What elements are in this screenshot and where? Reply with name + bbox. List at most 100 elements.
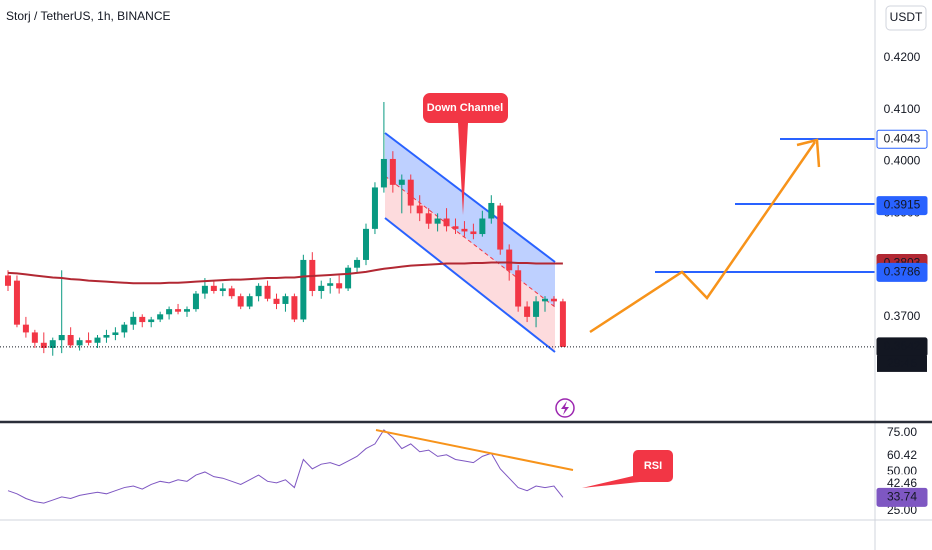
candle-body [22, 324, 29, 333]
candle-body [407, 179, 414, 206]
candle-body [542, 298, 548, 302]
callout-box [423, 93, 508, 215]
candle-body [336, 283, 343, 289]
y-tick-label: 0.4100 [884, 102, 921, 116]
candle-body [425, 213, 432, 224]
candle-body [380, 158, 387, 188]
candle-body [175, 309, 182, 312]
currency-label: USDT [890, 10, 923, 24]
candle-body [497, 205, 504, 250]
candle-body [255, 285, 262, 297]
candle-body [327, 283, 334, 286]
candle-body [452, 226, 459, 229]
candle-body [443, 218, 450, 227]
candle-body [524, 306, 531, 317]
candle-body [264, 285, 271, 299]
candle-body [246, 296, 253, 307]
candle-body [76, 340, 83, 346]
candle-body [103, 335, 110, 338]
candle-body [192, 293, 199, 310]
chart-title: Storj / TetherUS, 1h, BINANCE [6, 9, 171, 23]
arrow-head [796, 138, 821, 168]
price-tag: 0.3786 [884, 265, 921, 279]
candle-body [85, 340, 92, 343]
y-tick-label: 0.4000 [884, 154, 921, 168]
currency-button[interactable] [885, 5, 927, 31]
indicator-tag: 60.42 [887, 448, 917, 462]
candle-body [371, 187, 378, 229]
candle-body [398, 179, 405, 185]
candle-body [282, 296, 289, 304]
candle-body [416, 205, 423, 214]
candle-body [40, 342, 47, 348]
candle-body [94, 337, 101, 343]
candle-body [273, 298, 280, 304]
y-tick-label: 0.3700 [884, 309, 921, 323]
candle-body [130, 316, 137, 325]
candle-body [148, 319, 155, 323]
candle-body [550, 298, 557, 302]
candle-body [506, 249, 513, 271]
price-tag: 0.3642 [884, 339, 921, 353]
price-tag-box [876, 262, 928, 282]
candle-body [363, 228, 369, 260]
candle-body [139, 316, 146, 323]
projection-arrow [589, 141, 817, 334]
channel-upper-line [384, 132, 556, 263]
candle-body [219, 288, 226, 291]
y-tick-label: 0.4200 [884, 50, 921, 64]
annotation: RSI [644, 460, 662, 472]
marks-layer [0, 102, 875, 504]
candle-body [345, 267, 352, 289]
candle-body [31, 332, 38, 343]
candle-body [434, 218, 441, 224]
candle-body [5, 275, 11, 286]
countdown-box [877, 355, 927, 372]
candle-body [354, 259, 361, 268]
candle-body [389, 158, 396, 185]
candle-body [479, 218, 486, 235]
candle-body [67, 335, 74, 346]
price-tag-box [876, 129, 928, 149]
candle-body [291, 296, 298, 320]
price-tag-box [876, 196, 928, 216]
candle-body [13, 280, 20, 325]
candle-body [461, 228, 468, 232]
candle-body [228, 288, 235, 297]
rsi-divergence-line [375, 429, 574, 471]
candle-body [300, 259, 307, 320]
candle-body [184, 309, 190, 312]
candle-body [157, 314, 164, 320]
indicator-tag-box [876, 487, 928, 507]
price-tag: 0.4043 [884, 131, 921, 145]
indicator-tag: 33.74 [887, 489, 917, 503]
y-tick-label: 75.00 [887, 425, 917, 439]
price-tag: 0.3915 [884, 198, 921, 212]
candle-body [112, 332, 119, 336]
candle-body [488, 202, 495, 219]
indicator-tag: 42.46 [887, 476, 917, 490]
rsi-line [7, 429, 564, 504]
channel-lower-line [384, 217, 556, 353]
candle-body [515, 270, 522, 307]
indicator-tag-box [876, 446, 928, 466]
candle-body [121, 324, 128, 333]
axes-layer: 0.42000.41000.40000.39000.38000.37000.40… [876, 50, 928, 517]
drawings: Down Channel RSI [375, 93, 875, 488]
candle-body [58, 335, 65, 341]
candle-body [533, 301, 540, 317]
candle-body [210, 285, 217, 291]
candle-body [559, 301, 566, 347]
callout-box [582, 450, 673, 488]
candle-body [201, 285, 208, 294]
candle-body [49, 340, 56, 348]
candle-body [237, 296, 244, 307]
candle-body [166, 309, 173, 315]
candle-body [470, 231, 477, 235]
candle-body [318, 285, 325, 291]
event-icon-bolt [561, 401, 569, 415]
countdown: 29:45 [887, 356, 917, 370]
moving-average [7, 261, 563, 285]
